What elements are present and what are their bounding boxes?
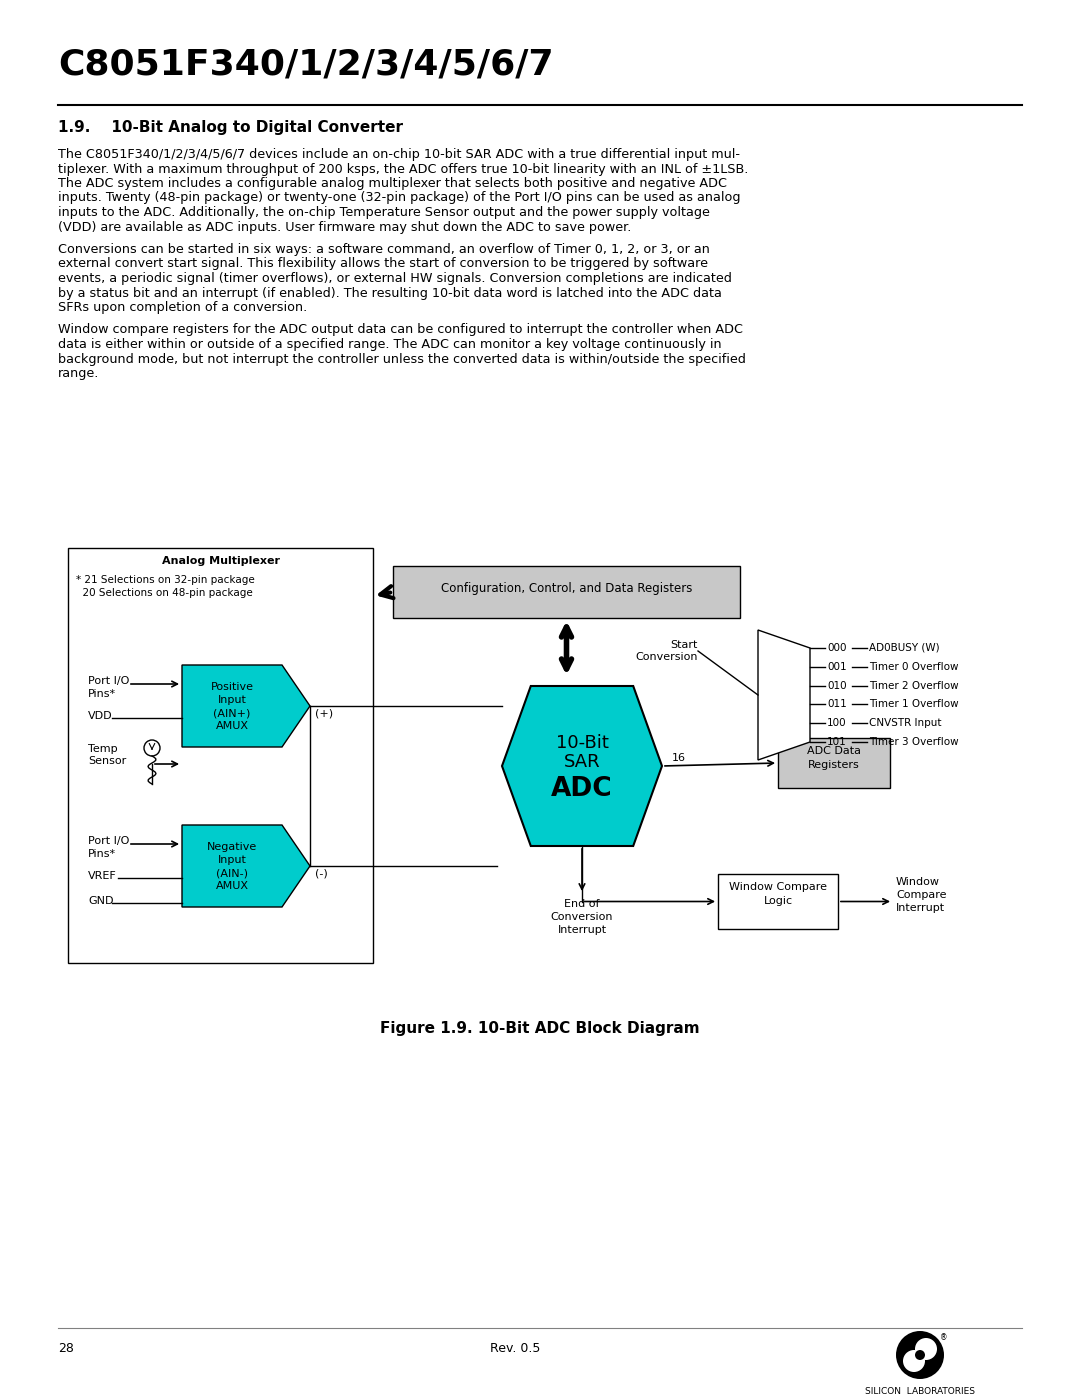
FancyBboxPatch shape xyxy=(778,738,890,788)
Polygon shape xyxy=(502,686,662,847)
Circle shape xyxy=(915,1338,937,1361)
FancyBboxPatch shape xyxy=(68,548,373,963)
Text: The C8051F340/1/2/3/4/5/6/7 devices include an on-chip 10-bit SAR ADC with a tru: The C8051F340/1/2/3/4/5/6/7 devices incl… xyxy=(58,148,740,161)
Polygon shape xyxy=(758,630,810,760)
Text: 20 Selections on 48-pin package: 20 Selections on 48-pin package xyxy=(76,588,253,598)
Text: 000: 000 xyxy=(827,643,847,652)
Text: 16: 16 xyxy=(672,753,686,763)
Text: Pins*: Pins* xyxy=(87,689,117,698)
Text: Logic: Logic xyxy=(764,895,793,907)
Text: Sensor: Sensor xyxy=(87,756,126,766)
Polygon shape xyxy=(183,665,310,747)
Text: Start: Start xyxy=(671,640,698,650)
Text: VREF: VREF xyxy=(87,870,117,882)
Text: (AIN-): (AIN-) xyxy=(216,868,248,877)
Text: background mode, but not interrupt the controller unless the converted data is w: background mode, but not interrupt the c… xyxy=(58,352,746,366)
Text: The ADC system includes a configurable analog multiplexer that selects both posi: The ADC system includes a configurable a… xyxy=(58,177,727,190)
Text: events, a periodic signal (timer overflows), or external HW signals. Conversion : events, a periodic signal (timer overflo… xyxy=(58,272,732,285)
Text: Positive: Positive xyxy=(211,682,254,692)
Text: SILICON  LABORATORIES: SILICON LABORATORIES xyxy=(865,1387,975,1396)
Text: Rev. 0.5: Rev. 0.5 xyxy=(490,1343,540,1355)
Text: external convert start signal. This flexibility allows the start of conversion t: external convert start signal. This flex… xyxy=(58,257,708,271)
Text: ADC: ADC xyxy=(551,775,612,802)
Text: Pins*: Pins* xyxy=(87,849,117,859)
FancyBboxPatch shape xyxy=(393,566,740,617)
Text: tiplexer. With a maximum throughput of 200 ksps, the ADC offers true 10-bit line: tiplexer. With a maximum throughput of 2… xyxy=(58,162,748,176)
Text: Window compare registers for the ADC output data can be configured to interrupt : Window compare registers for the ADC out… xyxy=(58,324,743,337)
Text: SAR: SAR xyxy=(564,753,600,771)
Text: data is either within or outside of a specified range. The ADC can monitor a key: data is either within or outside of a sp… xyxy=(58,338,721,351)
Text: by a status bit and an interrupt (if enabled). The resulting 10-bit data word is: by a status bit and an interrupt (if ena… xyxy=(58,286,721,299)
Text: Interrupt: Interrupt xyxy=(557,925,607,935)
Text: * 21 Selections on 32-pin package: * 21 Selections on 32-pin package xyxy=(76,576,255,585)
Text: Timer 1 Overflow: Timer 1 Overflow xyxy=(869,700,959,710)
Circle shape xyxy=(915,1350,924,1361)
Text: GND: GND xyxy=(87,895,113,907)
Text: AMUX: AMUX xyxy=(216,721,248,731)
Text: SFRs upon completion of a conversion.: SFRs upon completion of a conversion. xyxy=(58,300,307,314)
Text: 010: 010 xyxy=(827,680,847,690)
Text: inputs to the ADC. Additionally, the on-chip Temperature Sensor output and the p: inputs to the ADC. Additionally, the on-… xyxy=(58,205,710,219)
Text: 101: 101 xyxy=(827,738,847,747)
Text: Figure 1.9. 10-Bit ADC Block Diagram: Figure 1.9. 10-Bit ADC Block Diagram xyxy=(380,1021,700,1037)
Text: 28: 28 xyxy=(58,1343,73,1355)
Text: Timer 2 Overflow: Timer 2 Overflow xyxy=(869,680,959,690)
Circle shape xyxy=(903,1350,924,1372)
Text: Temp: Temp xyxy=(87,745,118,754)
Text: Registers: Registers xyxy=(808,760,860,770)
Text: Window Compare: Window Compare xyxy=(729,882,827,893)
Text: Window: Window xyxy=(896,877,940,887)
Text: ®: ® xyxy=(941,1333,948,1343)
Text: AD0BUSY (W): AD0BUSY (W) xyxy=(869,643,940,652)
Text: CNVSTR Input: CNVSTR Input xyxy=(869,718,942,728)
Text: Negative: Negative xyxy=(207,842,257,852)
Text: Port I/O: Port I/O xyxy=(87,835,130,847)
Text: 1.9.    10-Bit Analog to Digital Converter: 1.9. 10-Bit Analog to Digital Converter xyxy=(58,120,403,136)
Text: Input: Input xyxy=(217,855,246,865)
Text: Interrupt: Interrupt xyxy=(896,902,945,914)
Text: Conversion: Conversion xyxy=(551,912,613,922)
Text: 100: 100 xyxy=(827,718,847,728)
Text: (AIN+): (AIN+) xyxy=(214,708,251,718)
Text: inputs. Twenty (48-pin package) or twenty-one (32-pin package) of the Port I/O p: inputs. Twenty (48-pin package) or twent… xyxy=(58,191,741,204)
Text: Timer 0 Overflow: Timer 0 Overflow xyxy=(869,662,959,672)
Text: 001: 001 xyxy=(827,662,847,672)
Text: End of: End of xyxy=(564,900,599,909)
Text: (-): (-) xyxy=(315,868,327,877)
Text: Conversions can be started in six ways: a software command, an overflow of Timer: Conversions can be started in six ways: … xyxy=(58,243,710,256)
Text: VDD: VDD xyxy=(87,711,112,721)
Text: 10-Bit: 10-Bit xyxy=(555,733,608,752)
Text: 011: 011 xyxy=(827,700,847,710)
Text: ADC Data: ADC Data xyxy=(807,746,861,756)
Text: C8051F340/1/2/3/4/5/6/7: C8051F340/1/2/3/4/5/6/7 xyxy=(58,47,554,82)
Polygon shape xyxy=(183,826,310,907)
Text: Analog Multiplexer: Analog Multiplexer xyxy=(162,556,280,566)
Text: Conversion: Conversion xyxy=(635,652,698,662)
Text: (+): (+) xyxy=(315,708,333,718)
Text: range.: range. xyxy=(58,367,99,380)
Text: Compare: Compare xyxy=(896,890,946,900)
Text: Port I/O: Port I/O xyxy=(87,676,130,686)
Circle shape xyxy=(896,1331,944,1379)
FancyBboxPatch shape xyxy=(718,875,838,929)
Text: Configuration, Control, and Data Registers: Configuration, Control, and Data Registe… xyxy=(441,583,692,595)
Text: (VDD) are available as ADC inputs. User firmware may shut down the ADC to save p: (VDD) are available as ADC inputs. User … xyxy=(58,221,632,233)
Text: AMUX: AMUX xyxy=(216,882,248,891)
Text: Timer 3 Overflow: Timer 3 Overflow xyxy=(869,738,959,747)
Text: Input: Input xyxy=(217,694,246,705)
